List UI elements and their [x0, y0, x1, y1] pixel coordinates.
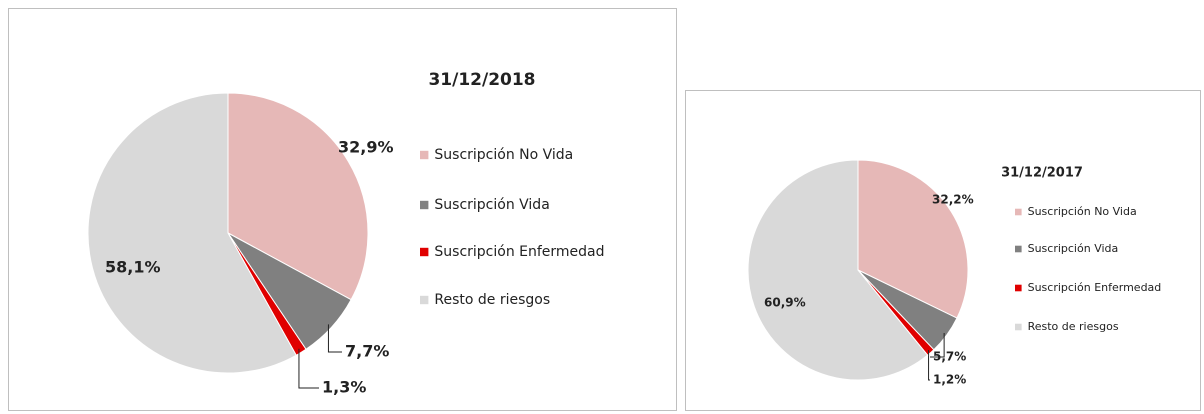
pie-slice: [747, 159, 929, 381]
data-label: 32,9%: [338, 138, 394, 157]
chart-title: 31/12/2018: [428, 70, 535, 90]
legend-label: Resto de riesgos: [434, 292, 550, 308]
legend-swatch: [1015, 284, 1022, 292]
legend-swatch: [420, 295, 429, 305]
legend-label: Resto de riesgos: [1028, 320, 1119, 333]
chart-title: 31/12/2017: [1001, 166, 1083, 181]
data-label: 32,2%: [932, 193, 974, 207]
pie-slice: [87, 92, 297, 374]
data-label: 1,2%: [933, 373, 966, 387]
legend-label: Suscripción No Vida: [434, 147, 573, 163]
legend-swatch: [420, 150, 429, 160]
legend-swatch: [1015, 323, 1022, 331]
legend-label: Suscripción Enfermedad: [1028, 281, 1162, 294]
data-label: 7,7%: [345, 342, 389, 361]
leader-line: [327, 324, 342, 353]
pie-slice: [227, 92, 369, 301]
legend-label: Suscripción Vida: [1028, 242, 1119, 255]
data-label: 60,9%: [764, 296, 806, 310]
legend-swatch: [1015, 208, 1022, 216]
legend-label: Suscripción Enfermedad: [434, 244, 604, 260]
data-label: 58,1%: [105, 258, 161, 277]
data-label: 5,7%: [933, 350, 966, 364]
data-label: 1,3%: [322, 378, 366, 397]
leader-line: [930, 332, 945, 358]
leader-line: [928, 350, 930, 381]
pie-slice: [857, 159, 969, 319]
legend-swatch: [1015, 245, 1022, 253]
legend-swatch: [420, 200, 429, 210]
legend-swatch: [420, 247, 429, 257]
leader-line: [298, 348, 319, 389]
legend-label: Suscripción Vida: [434, 197, 549, 213]
legend-label: Suscripción No Vida: [1028, 205, 1137, 218]
